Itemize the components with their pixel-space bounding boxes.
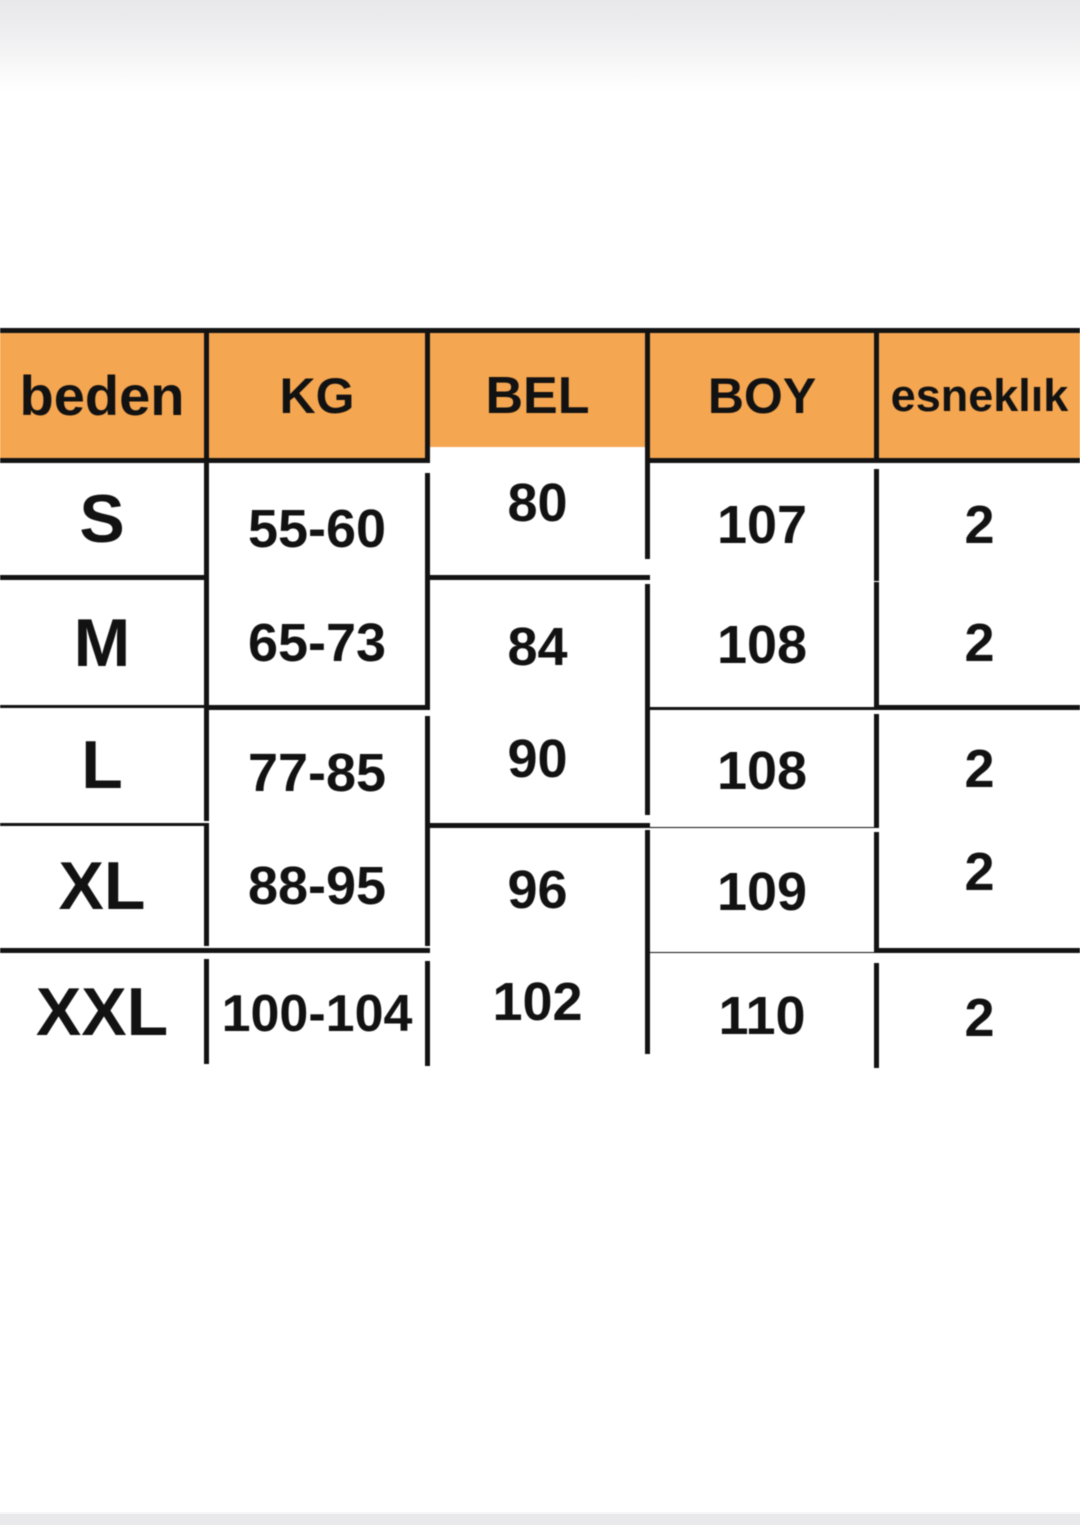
cell-m-boy: 108: [650, 582, 879, 707]
photo-top-shading: [0, 0, 1080, 92]
cell-l-kg: 77-85: [209, 716, 430, 829]
table-row-s: S 55-60 80 107 2: [0, 447, 1080, 585]
cell-xxl-esneklik: 2: [879, 965, 1080, 1070]
cell-xxl-bel: 102: [430, 949, 650, 1054]
cell-m-kg: 65-73: [209, 580, 430, 705]
cell-xxl-size: XXL: [0, 959, 209, 1064]
cell-l-bel: 90: [430, 702, 650, 815]
cell-l-size: L: [0, 708, 209, 821]
header-cell-esneklik: esneklık: [890, 369, 1069, 421]
header-cell-boy: BOY: [650, 333, 879, 458]
table-header-row: beden KG BEL BOY esneklık: [0, 328, 1080, 463]
cell-m-esneklik: 2: [879, 580, 1080, 705]
cell-xl-kg: 88-95: [209, 826, 430, 946]
cell-s-esneklik: 2: [879, 469, 1080, 581]
cell-xl-boy: 109: [650, 832, 879, 952]
cell-xxl-boy: 110: [650, 963, 879, 1068]
cell-l-esneklik: 2: [879, 712, 1080, 825]
photo-bottom-shading: [0, 1512, 1080, 1525]
cell-xl-esneklik: 2: [879, 812, 1080, 932]
cell-s-kg: 55-60: [209, 473, 430, 585]
cell-m-bel: 84: [430, 584, 650, 709]
table-row-xxl: XXL 100-104 102 110 2: [0, 949, 1080, 1070]
cell-s-bel: 80: [430, 447, 650, 559]
header-cell-bel: BEL: [430, 333, 650, 458]
cell-xl-bel: 96: [430, 830, 650, 950]
cell-m-size: M: [0, 580, 209, 705]
cell-s-size: S: [0, 463, 209, 575]
header-cell-beden: beden: [0, 333, 209, 458]
cell-l-boy: 108: [650, 714, 879, 827]
table-row-l: L 77-85 90 108 2: [0, 702, 1080, 829]
cell-s-boy: 107: [650, 469, 879, 581]
table-row-m: M 65-73 84 108 2: [0, 580, 1080, 710]
cell-xxl-kg: 100-104: [209, 961, 430, 1066]
size-chart-table: beden KG BEL BOY esneklık S 55-60 80 107…: [0, 328, 1080, 1070]
table-row-xl: XL 88-95 96 109 2: [0, 812, 1080, 953]
header-cell-kg: KG: [209, 333, 430, 458]
cell-xl-size: XL: [0, 826, 209, 946]
